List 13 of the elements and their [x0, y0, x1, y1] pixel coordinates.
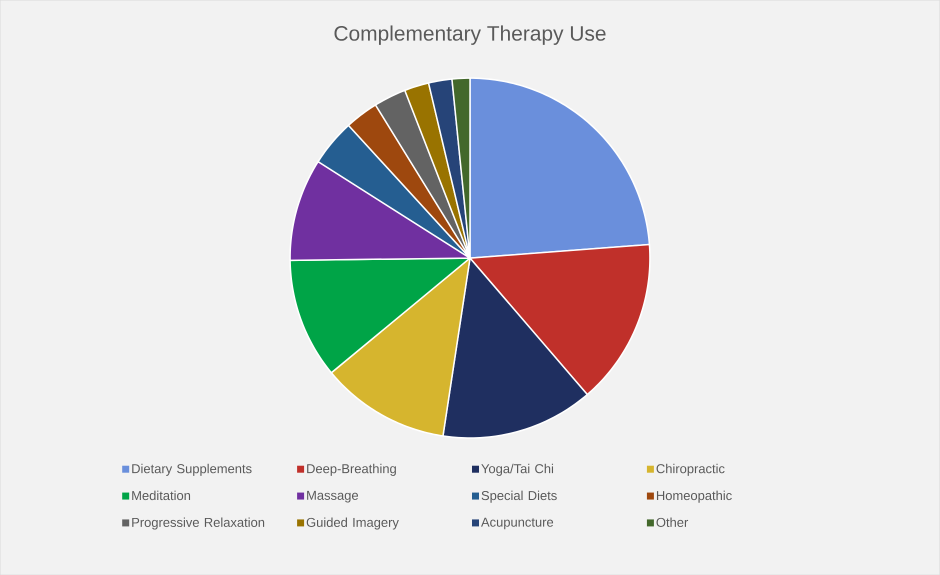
chart-title: Complementary Therapy Use: [334, 25, 606, 45]
legend-label: Dietary Supplements: [132, 464, 252, 476]
legend-label: Other: [656, 517, 688, 527]
legend-label: Special Diets: [482, 490, 557, 503]
legend-label: Acupuncture: [481, 518, 554, 530]
legend-label: Yoga/Tai Chi: [481, 464, 554, 476]
legend-label: Homeopathic: [656, 490, 732, 503]
legend-label: Massage: [307, 490, 358, 502]
legend-label: Progressive Relaxation: [132, 517, 264, 530]
legend-label: Guided Imagery: [306, 517, 399, 530]
legend-label: Chiropractic: [656, 464, 725, 476]
legend-label: Meditation: [132, 490, 190, 500]
legend-label: Deep-Breathing: [307, 464, 396, 476]
